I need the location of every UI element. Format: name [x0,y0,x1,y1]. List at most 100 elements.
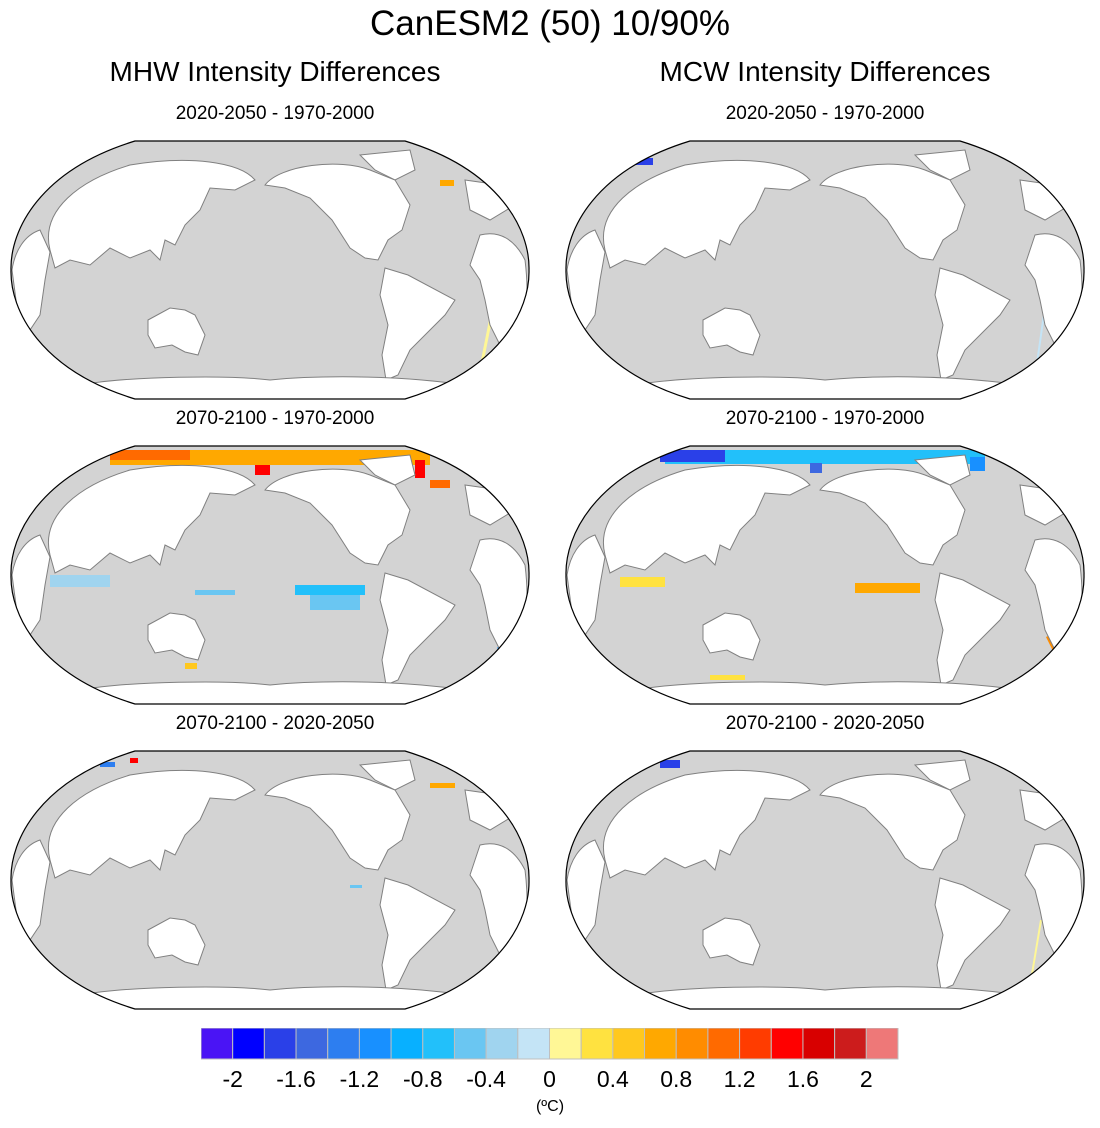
land [603,769,811,879]
colorbar-box [834,1028,867,1060]
map-panel [565,750,1085,1010]
colorbar-box [612,1028,646,1060]
colorbar-box [263,1028,297,1060]
anomaly-patch [185,663,197,669]
anomaly-patch [255,465,270,475]
land [379,877,456,991]
colorbar-tick-label: 1.6 [786,1066,819,1092]
map-panel [10,445,530,705]
map-border [565,445,1085,705]
map-border [10,750,530,1010]
map-panel [10,140,530,400]
colorbar-box [739,1028,772,1060]
land [78,986,466,1009]
colorbar-box [358,1028,392,1060]
land [566,839,606,941]
colorbar-box [201,1028,234,1060]
anomaly-patch [970,457,985,471]
land [633,376,1021,399]
land [48,464,256,574]
colorbar-box [707,1028,741,1060]
land [379,572,456,686]
land [819,773,966,871]
colorbar-box [675,1028,709,1060]
land [702,307,761,356]
land [934,267,1011,381]
land [11,839,51,941]
anomaly-patch [100,762,115,767]
colorbar-box [390,1028,424,1060]
colorbar-box [453,1028,487,1060]
anomaly-patch [130,758,138,763]
anomaly-patch [350,885,362,888]
panel-subtitle: 2070-2100 - 2020-2050 [175,713,375,734]
anomaly-patch [1030,920,1042,980]
land [264,468,411,566]
figure-title: CanESM2 (50) 10/90% [370,4,730,43]
land [603,159,811,269]
map-border [10,445,530,705]
land [358,149,416,181]
panel-subtitle: 2070-2100 - 1970-2000 [725,408,925,429]
land [819,468,966,566]
land [913,759,971,791]
anomaly-patch [50,575,110,587]
anomaly-patch [110,450,190,460]
panel-subtitle: 2070-2100 - 1970-2000 [175,408,375,429]
land [147,917,206,966]
anomaly-patch [430,783,455,788]
colorbar-box [644,1028,677,1060]
land [633,986,1021,1009]
colorbar-box [422,1028,455,1060]
map-panel [10,750,530,1010]
land [264,773,411,871]
colorbar-box [580,1028,614,1060]
land [934,572,1011,686]
colorbar [201,1028,899,1060]
land [78,376,466,399]
colorbar-tick-label: 1.2 [723,1066,756,1092]
land [913,454,971,486]
colorbar-tick-label: -1.2 [339,1066,380,1092]
panel-subtitle: 2070-2100 - 2020-2050 [725,713,925,734]
anomaly-patch [665,450,985,464]
land [48,769,256,879]
land [633,681,1021,704]
colorbar-tick-label: -0.8 [402,1066,443,1092]
anomaly-patch [625,158,653,165]
anomaly-patch [415,460,425,478]
panel-subtitle: 2020-2050 - 1970-2000 [175,103,375,124]
colorbar-box [232,1028,265,1060]
colorbar-tick-label: -1.6 [276,1066,316,1092]
land [603,464,811,574]
colorbar-box [865,1028,899,1060]
land [48,159,256,269]
land [358,759,416,791]
anomaly-patch [430,480,450,488]
land [358,454,416,486]
column-title-mhw: MHW Intensity Differences [109,56,441,87]
map-border [565,140,1085,400]
colorbar-tick-label: 2 [859,1066,873,1092]
anomaly-patch [195,590,235,595]
colorbar-box [295,1028,329,1060]
colorbar-tick-label: -2 [222,1066,243,1092]
land [913,149,971,181]
land [147,307,206,356]
panel-subtitle: 2020-2050 - 1970-2000 [725,103,925,124]
anomaly-patch [810,463,822,473]
land [702,917,761,966]
land [147,612,206,661]
colorbar-tick-label: 0.4 [596,1066,629,1092]
anomaly-patch [310,595,360,610]
land [78,681,466,704]
colorbar-tick-label: 0.8 [660,1066,693,1092]
anomaly-patch [660,760,680,768]
land [566,229,606,331]
anomaly-patch [620,577,665,587]
anomaly-patch [440,180,454,186]
colorbar-box [517,1028,550,1060]
colorbar-box [802,1028,836,1060]
anomaly-patch [660,450,725,462]
anomaly-patch [295,585,365,595]
